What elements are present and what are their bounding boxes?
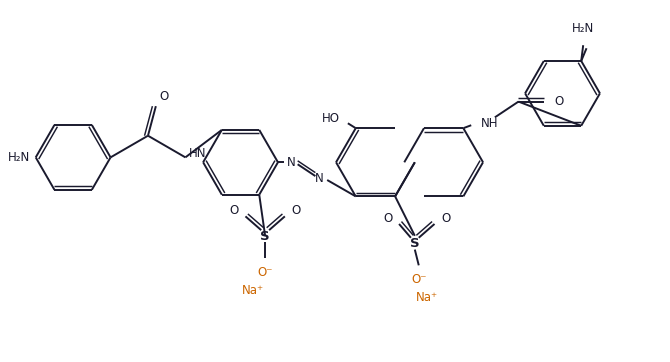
Text: O⁻: O⁻ xyxy=(257,266,273,279)
Text: S: S xyxy=(410,237,419,250)
Text: O: O xyxy=(229,204,239,217)
Text: H₂N: H₂N xyxy=(7,151,30,164)
Text: HO: HO xyxy=(322,112,340,125)
Text: O: O xyxy=(383,211,392,224)
Text: O: O xyxy=(554,95,563,108)
Text: N: N xyxy=(315,172,324,185)
Text: N: N xyxy=(287,156,296,169)
Text: HN: HN xyxy=(190,147,207,160)
Text: NH: NH xyxy=(481,117,498,130)
Text: H₂N: H₂N xyxy=(572,22,594,35)
Text: Na⁺: Na⁺ xyxy=(415,291,438,304)
Text: S: S xyxy=(261,230,270,243)
Text: Na⁺: Na⁺ xyxy=(243,284,265,297)
Text: O⁻: O⁻ xyxy=(411,273,427,286)
Text: O: O xyxy=(291,204,301,217)
Text: O: O xyxy=(442,211,451,224)
Text: O: O xyxy=(159,90,169,103)
